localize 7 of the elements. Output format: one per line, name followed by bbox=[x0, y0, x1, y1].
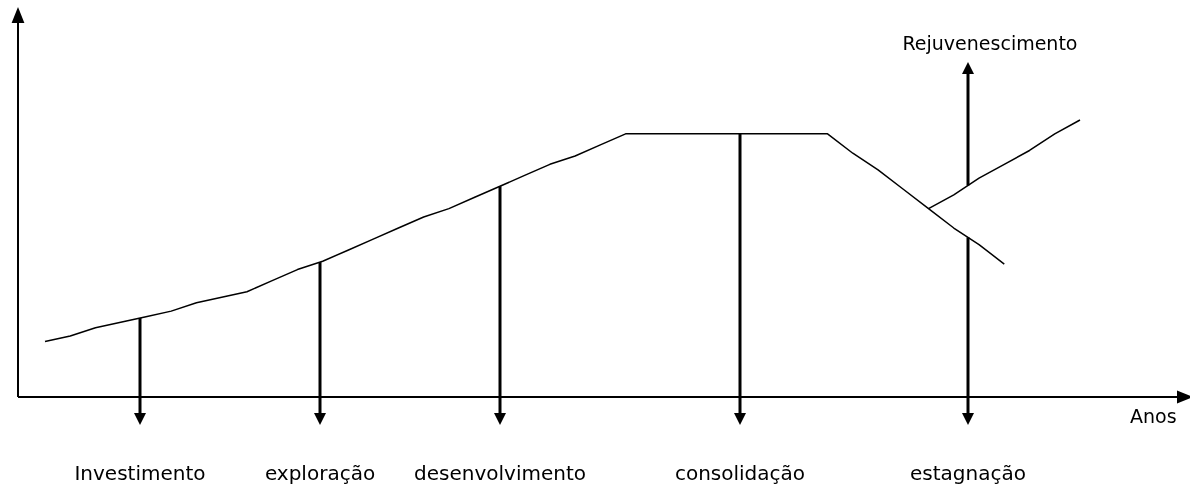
x-axis-title: Anos bbox=[1130, 405, 1177, 427]
text: Rejuvenescimento bbox=[902, 32, 1078, 54]
text: exploração bbox=[264, 461, 376, 485]
text: estagnação bbox=[910, 461, 1026, 485]
text: Investimento bbox=[74, 461, 206, 485]
text: desenvolvimento bbox=[414, 461, 586, 485]
text: consolidação bbox=[674, 461, 806, 485]
